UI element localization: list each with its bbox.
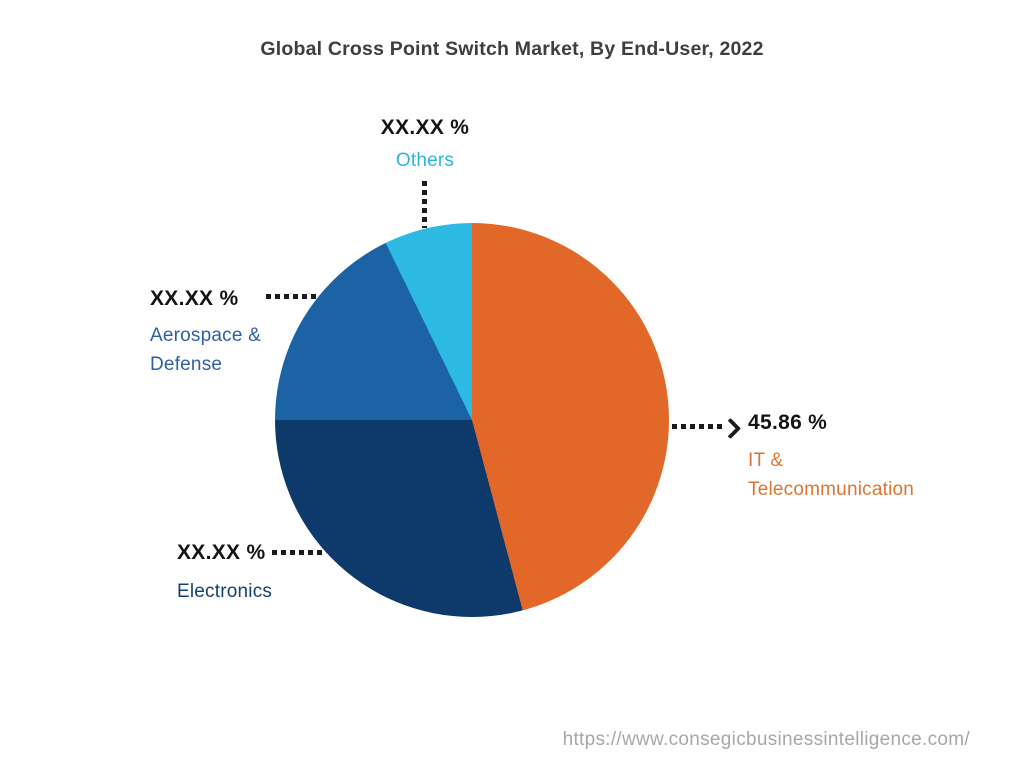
- chart-title: Global Cross Point Switch Market, By End…: [260, 38, 764, 60]
- electronics-value: XX.XX %: [177, 541, 266, 564]
- aerospace-defense-name-line2: Defense: [150, 354, 223, 375]
- leader-line-others: [422, 181, 427, 228]
- arrow-right-icon: [719, 417, 742, 440]
- it-telecommunication-value: 45.86 %: [748, 411, 828, 434]
- it-telecommunication-name-line2: Telecommunication: [748, 479, 915, 500]
- leader-line-aerospace-defense: [266, 294, 316, 299]
- others-value: XX.XX %: [380, 116, 470, 139]
- label-others: XX.XX % Others: [330, 116, 520, 175]
- label-aerospace-defense: XX.XX % Aerospace & Defense: [150, 287, 261, 379]
- it-telecommunication-name-line1: IT &: [748, 450, 784, 471]
- pie-chart: [275, 223, 669, 617]
- label-it-telecommunication: 45.86 % IT & Telecommunication: [748, 411, 914, 504]
- others-name: Others: [395, 150, 455, 171]
- aerospace-defense-name-line1: Aerospace &: [150, 325, 261, 346]
- leader-line-it-telecommunication: [672, 424, 724, 429]
- leader-line-electronics: [272, 550, 326, 555]
- aerospace-defense-value: XX.XX %: [150, 287, 239, 310]
- label-electronics: XX.XX % Electronics: [177, 541, 272, 606]
- footer-source-url: https://www.consegicbusinessintelligence…: [562, 729, 970, 750]
- electronics-name: Electronics: [177, 581, 273, 602]
